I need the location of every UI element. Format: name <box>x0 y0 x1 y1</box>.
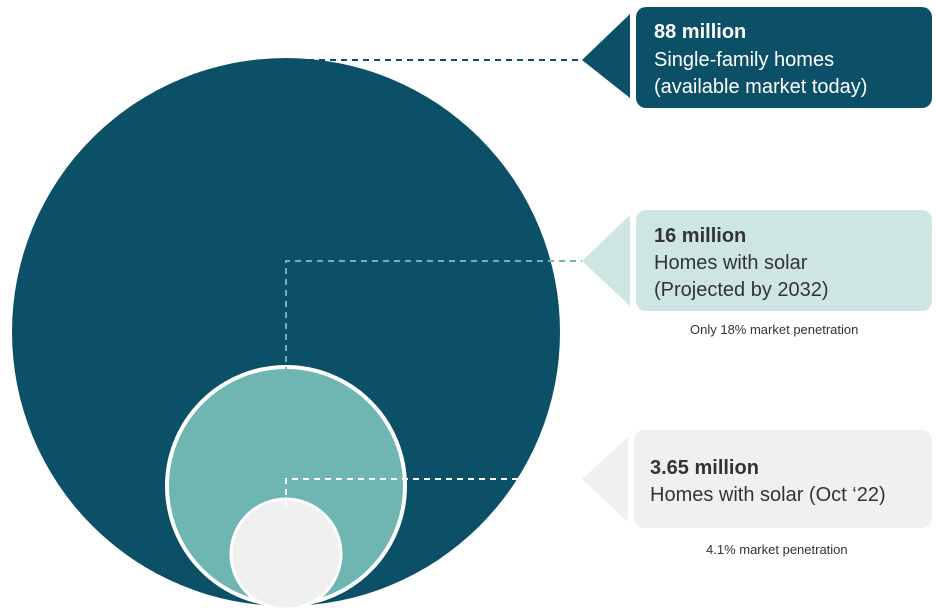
callout-value-3: 3.65 million <box>650 457 759 479</box>
callout-line-2a: Homes with solar <box>654 252 808 274</box>
callout-shape-2 <box>582 215 630 306</box>
callout-shape-1 <box>582 14 630 98</box>
callout-value-2: 16 million <box>654 225 746 247</box>
callout-single-family-homes: 88 million Single-family homes (availabl… <box>582 7 932 108</box>
callout-homes-with-solar-oct22: 3.65 million Homes with solar (Oct ‘22) <box>582 430 932 528</box>
connector-line-3 <box>285 478 582 506</box>
callout-line-3a: Homes with solar (Oct ‘22) <box>650 484 886 506</box>
callout-line-1b: (available market today) <box>654 76 867 98</box>
bubble-single-family-homes <box>12 58 560 606</box>
note-market-penetration-oct22: 4.1% market penetration <box>706 542 848 557</box>
callout-line-2b: (Projected by 2032) <box>654 279 829 301</box>
callout-box-1 <box>636 7 932 108</box>
note-market-penetration-2032: Only 18% market penetration <box>690 322 858 337</box>
bubble-homes-with-solar-oct22 <box>229 497 343 611</box>
callout-value-1: 88 million <box>654 21 746 43</box>
callout-box-2 <box>636 210 932 311</box>
callout-line-1a: Single-family homes <box>654 49 834 71</box>
callout-shape-3 <box>582 437 628 522</box>
connector-line-2 <box>285 260 582 373</box>
callout-homes-with-solar-2032: 16 million Homes with solar (Projected b… <box>582 210 932 311</box>
callout-box-3 <box>634 430 932 528</box>
